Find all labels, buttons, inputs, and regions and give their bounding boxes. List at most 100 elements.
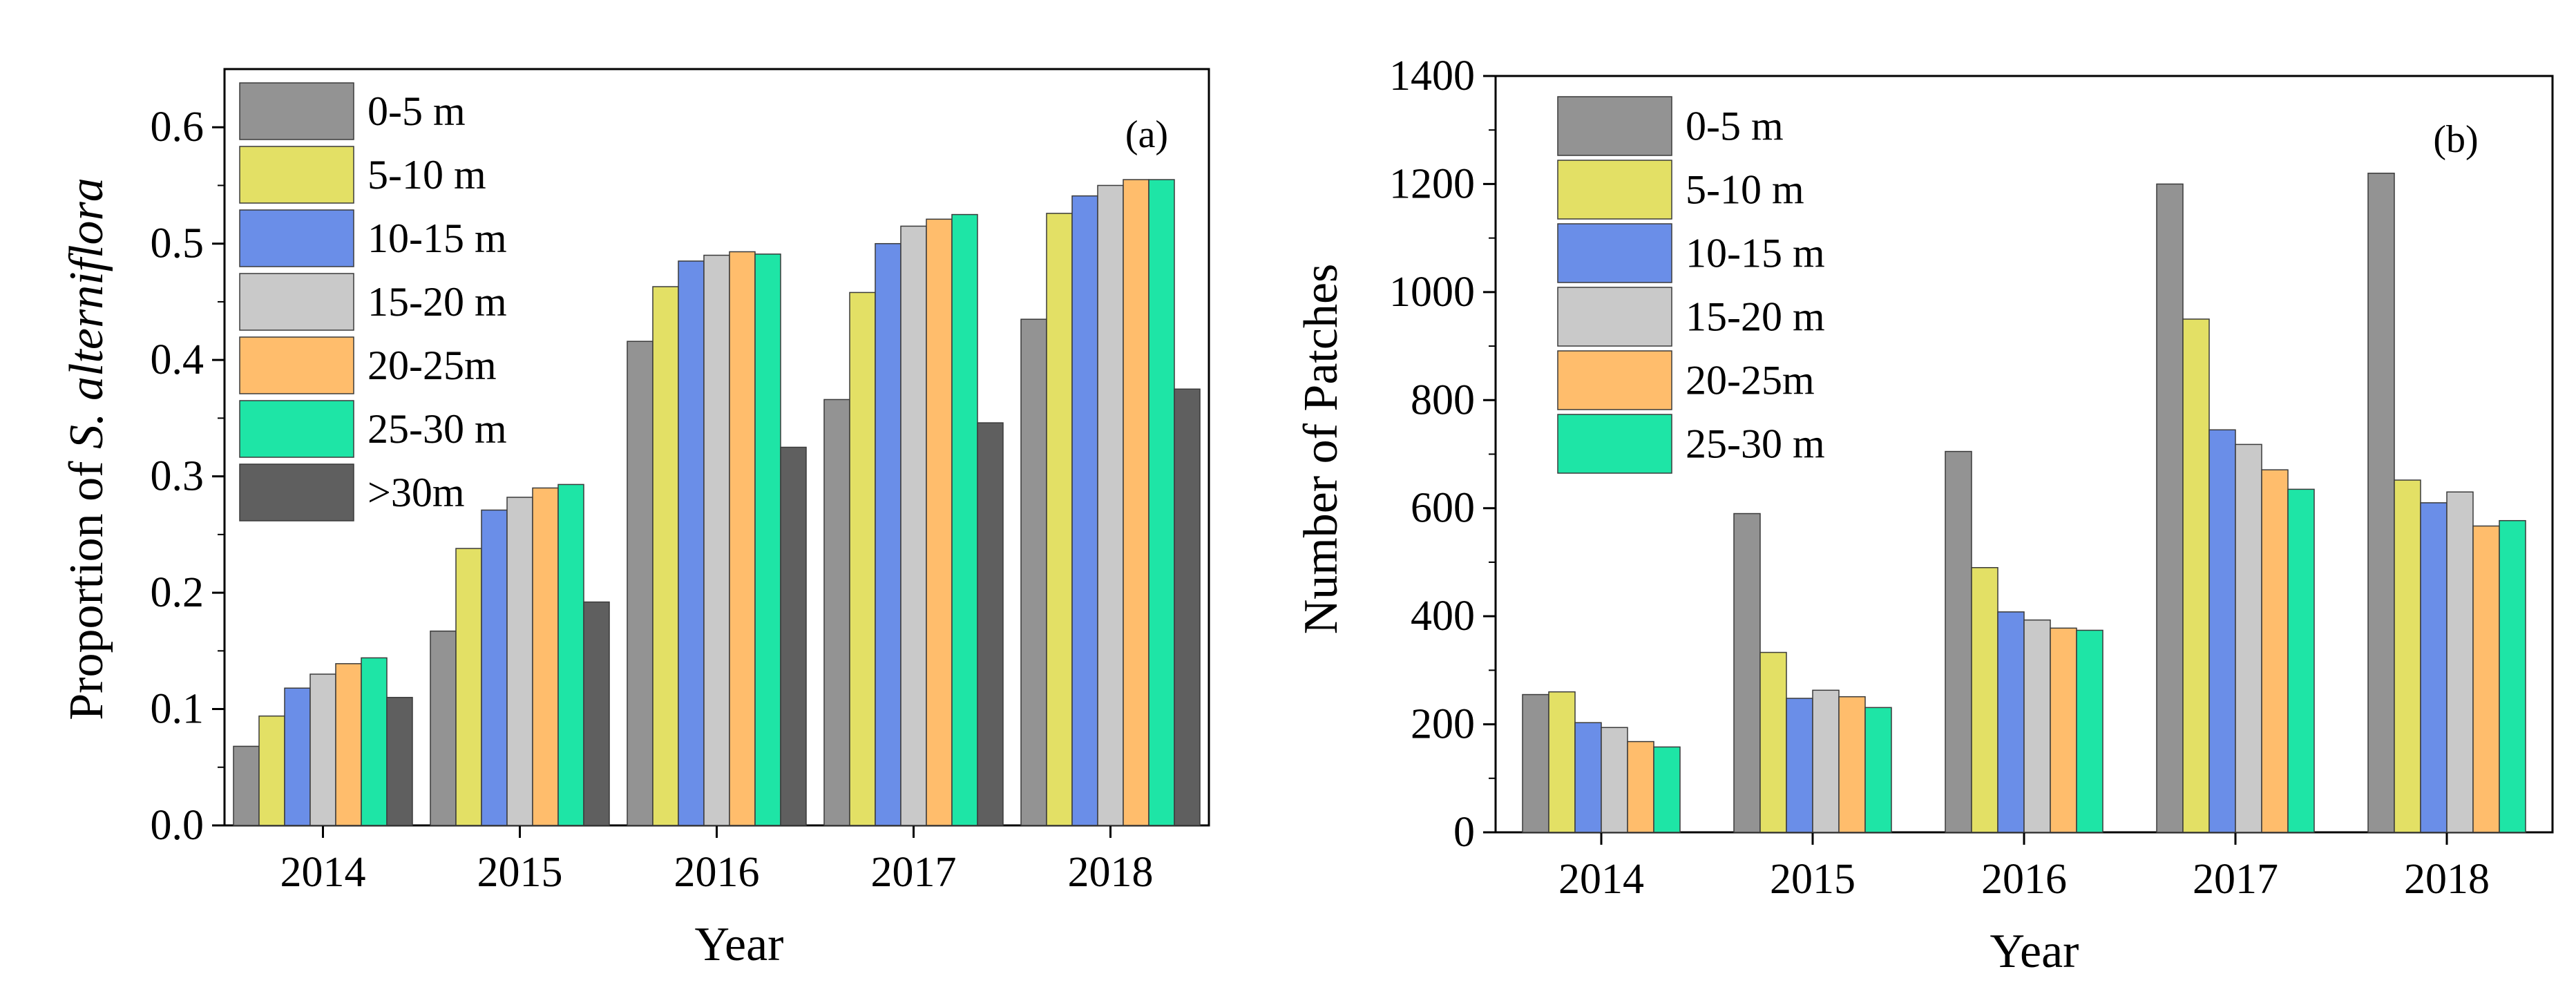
chart-b-legend-label-5-10-m: 5-10 m: [1686, 167, 1804, 213]
chart-a-bar-2018-15-20-m: [1097, 184, 1124, 826]
chart-a-legend-label-15-20-m: 15-20 m: [368, 279, 507, 325]
chart-b-legend: 0-5 m 5-10 m 10-15 m 15-20 m 20-25m 25-30 m: [1557, 96, 1825, 474]
chart-a-bar-2016-25-30-m: [754, 253, 781, 826]
chart-a-bar-2015-5-10-m: [455, 548, 482, 826]
chart-a-bar-2018-10-15-m: [1071, 195, 1098, 826]
chart-a-bar-2018-20-25m: [1123, 179, 1149, 826]
chart-b-bar-2017-25-30-m: [2287, 488, 2315, 833]
chart-a-y-tick-label: 0.4: [151, 336, 204, 383]
chart-a-bar-2016-10-15-m: [678, 260, 705, 826]
chart-b-legend-label-25-30-m: 25-30 m: [1686, 421, 1825, 467]
chart-b-bar-2016-0-5-m: [1945, 450, 1972, 833]
chart-a-bar-2014-0-5-m: [233, 745, 260, 826]
chart-b-bar-2017-10-15-m: [2208, 429, 2236, 833]
chart-a-bar-2016-15-20-m: [703, 254, 730, 826]
chart-b-bar-2014-0-5-m: [1522, 693, 1549, 833]
chart-b-legend-swatch-5-10-m: [1557, 160, 1672, 220]
chart-b-y-tick-label: 200: [1411, 701, 1475, 748]
chart-a-legend-swatch-5-10-m: [239, 146, 354, 204]
chart-a-y-tick-label: 0.2: [151, 569, 204, 616]
chart-b-bar-2017-5-10-m: [2182, 318, 2210, 833]
chart-a-y-axis-title: Proportion of S. alterniflora: [60, 178, 113, 720]
chart-a-legend-swatch-20-25m: [239, 336, 354, 394]
chart-a-bar-2017-20-25m: [926, 218, 953, 826]
chart-a-x-axis-title: Year: [695, 918, 784, 971]
chart-b-bar-2018-10-15-m: [2420, 502, 2448, 833]
chart-b-bar-2016-10-15-m: [1997, 611, 2025, 833]
chart-b-y-tick-label: 1000: [1389, 269, 1475, 316]
chart-a-x-tick-label: 2015: [477, 849, 563, 896]
chart-a-x-tick-label: 2016: [674, 849, 760, 896]
chart-a-x-ticks: 2014 2015 2016 2017 2018: [280, 825, 1154, 896]
chart-b-legend-swatch-15-20-m: [1557, 287, 1672, 347]
chart-a-bar-2018-gt30m: [1174, 388, 1201, 826]
chart-b-legend-swatch-25-30-m: [1557, 414, 1672, 474]
chart-b-bar-2015-10-15-m: [1786, 698, 1813, 833]
chart-a-bar-2017-0-5-m: [823, 399, 850, 826]
chart-b-y-tick-label: 0: [1453, 809, 1475, 856]
chart-a-bar-2015-15-20-m: [506, 497, 533, 826]
chart-a-panel-label: (a): [1125, 113, 1168, 156]
chart-a-bar-2014-20-25m: [335, 663, 362, 826]
chart-a-bar-2015-gt30m: [583, 601, 610, 826]
chart-b-bar-2018-5-10-m: [2394, 479, 2421, 833]
chart-b-bar-2016-5-10-m: [1971, 567, 1998, 833]
chart-a-legend-swatch-10-15-m: [239, 209, 354, 267]
chart-b-y-tick-label: 800: [1411, 376, 1475, 423]
chart-b-y-tick-label: 1400: [1389, 52, 1475, 99]
chart-a-y-tick-label: 0.6: [151, 104, 204, 151]
chart-b-bar-2014-10-15-m: [1574, 722, 1602, 833]
chart-b-x-axis-title: Year: [1990, 925, 2079, 978]
chart-a-y-tick-label: 0.1: [151, 686, 204, 733]
chart-b-bar-2014-15-20-m: [1601, 727, 1628, 833]
chart-a-y-tick-label: 0.3: [151, 453, 204, 500]
chart-a-bar-2017-gt30m: [977, 422, 1004, 826]
chart-b-bar-2015-25-30-m: [1864, 707, 1892, 833]
chart-b-bar-2017-0-5-m: [2156, 183, 2184, 833]
chart-b-bar-2016-20-25m: [2050, 627, 2077, 833]
chart-b-panel-label: (b): [2433, 118, 2478, 161]
chart-a-y-tick-label: 0.0: [151, 802, 204, 849]
chart-a-bar-2015-25-30-m: [557, 484, 584, 826]
chart-b-legend-label-20-25m: 20-25m: [1686, 358, 1815, 403]
chart-a-legend-swatch-15-20-m: [239, 273, 354, 331]
chart-a-y-ticks: 0.0 0.1 0.2 0.3 0.4 0.5 0.6: [151, 104, 225, 849]
chart-b-x-tick-label: 2018: [2404, 856, 2490, 903]
chart-b-bar-2015-20-25m: [1838, 696, 1866, 833]
chart-a-bar-2017-15-20-m: [900, 225, 927, 826]
chart-a-legend-swatch-0-5-m: [239, 82, 354, 140]
chart-b-x-tick-label: 2014: [1558, 856, 1644, 903]
chart-a-legend-label-0-5-m: 0-5 m: [368, 88, 466, 134]
chart-b-y-tick-label: 1200: [1389, 160, 1475, 207]
chart-a-bar-2015-10-15-m: [481, 509, 508, 826]
chart-a-legend-swatch-gt30m: [239, 463, 354, 521]
chart-b-bar-2017-20-25m: [2261, 469, 2289, 833]
chart-a-legend-label-20-25m: 20-25m: [368, 343, 497, 388]
chart-b-bar-2018-15-20-m: [2446, 491, 2474, 833]
chart-b-bar-2015-15-20-m: [1812, 689, 1840, 833]
chart-b-bar-2015-5-10-m: [1759, 651, 1787, 833]
chart-a-bar-2014-10-15-m: [284, 687, 311, 826]
chart-b-legend-label-10-15-m: 10-15 m: [1686, 231, 1825, 276]
chart-a-bar-2017-10-15-m: [875, 242, 901, 826]
chart-b-legend-label-0-5-m: 0-5 m: [1686, 104, 1784, 149]
chart-b-x-ticks: 2014 2015 2016 2017 2018: [1558, 832, 2490, 903]
chart-a-bar-2018-25-30-m: [1148, 179, 1175, 826]
chart-b-x-tick-label: 2015: [1770, 856, 1855, 903]
chart-b-bar-2016-15-20-m: [2023, 619, 2051, 833]
chart-a-bar-2016-0-5-m: [627, 341, 653, 826]
chart-a-bar-2016-5-10-m: [652, 286, 679, 826]
chart-a-bar-2016-20-25m: [729, 251, 756, 826]
chart-b-y-ticks: 0 200 400 600 800 1000 1200 1400: [1389, 52, 1496, 856]
chart-a-bar-2018-0-5-m: [1020, 318, 1047, 826]
chart-a-bar-2014-25-30-m: [361, 657, 388, 826]
chart-b-bar-2016-25-30-m: [2076, 629, 2103, 833]
chart-b-legend-swatch-20-25m: [1557, 350, 1672, 410]
chart-a-bar-2014-5-10-m: [258, 715, 285, 826]
chart-b-legend-label-15-20-m: 15-20 m: [1686, 294, 1825, 340]
chart-b-bars: [1522, 173, 2526, 833]
chart-a-bar-2017-25-30-m: [951, 213, 978, 826]
chart-b-legend-swatch-10-15-m: [1557, 223, 1672, 283]
chart-a-y-axis-title-prefix: Proportion of: [60, 449, 113, 720]
